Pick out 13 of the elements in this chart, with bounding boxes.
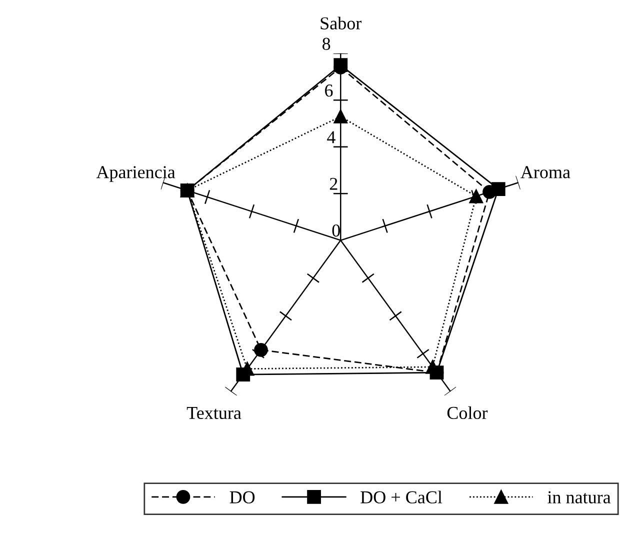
- y-tick-label: 8: [322, 38, 330, 50]
- legend-label: DO + CaCl: [360, 490, 442, 504]
- spoke-label: Apariencia: [96, 166, 176, 182]
- spoke-label: Color: [447, 406, 488, 420]
- y-tick-label: 0: [332, 224, 340, 237]
- y-tick-label: 6: [325, 84, 333, 97]
- spoke-label: Aroma: [520, 166, 570, 178]
- legend-label: DO: [230, 491, 255, 504]
- legend-label: in natura: [548, 491, 611, 504]
- y-tick-label: 4: [327, 131, 336, 144]
- y-tick-label: 2: [330, 178, 338, 190]
- spoke-label: Sabor: [320, 16, 362, 30]
- spoke-label: Textura: [186, 407, 242, 420]
